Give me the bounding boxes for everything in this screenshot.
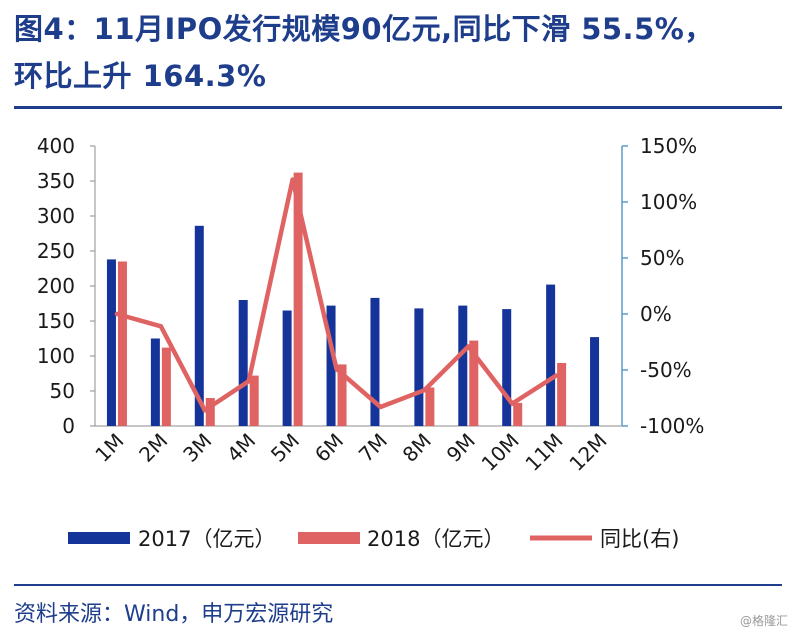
bar-2018 xyxy=(249,375,259,426)
bar-2018 xyxy=(469,340,479,426)
y-left-tick-label: 250 xyxy=(37,239,75,263)
x-tick-label: 12M xyxy=(564,429,611,476)
title-line-1: 图4：11月IPO发行规模90亿元,同比下滑 55.5%， xyxy=(14,12,714,46)
footer-divider xyxy=(14,584,782,586)
x-tick-label: 5M xyxy=(266,429,304,467)
line-yoy xyxy=(114,177,559,413)
y-right-tick-label: 0% xyxy=(640,302,672,326)
legend-swatch-2018 xyxy=(298,532,360,544)
y-left-tick-label: 50 xyxy=(50,379,75,403)
y-right-tick-label: -100% xyxy=(640,414,704,438)
y-left-tick-label: 350 xyxy=(37,169,75,193)
bar-2017 xyxy=(502,309,512,426)
x-tick-label: 3M xyxy=(178,429,216,467)
y-left-tick-label: 300 xyxy=(37,204,75,228)
y-right-tick-label: -50% xyxy=(640,358,692,382)
point-yoy xyxy=(553,373,559,378)
x-tick-label: 11M xyxy=(520,429,567,476)
y-left-tick-label: 100 xyxy=(37,344,75,368)
point-yoy xyxy=(422,387,427,393)
point-yoy xyxy=(290,177,295,182)
point-yoy xyxy=(334,366,339,372)
source-note: 资料来源：Wind，申万宏源研究 xyxy=(14,602,334,627)
x-tick-label: 9M xyxy=(442,429,480,467)
bar-2017 xyxy=(590,337,600,426)
x-tick-label: 7M xyxy=(354,429,392,467)
x-tick-label: 8M xyxy=(398,429,436,467)
bar-2017 xyxy=(150,338,160,426)
y-right-tick-label: 50% xyxy=(640,246,684,270)
x-tick-label: 2M xyxy=(134,429,172,467)
bar-2017 xyxy=(326,305,336,426)
y-left-tick-label: 400 xyxy=(37,134,75,158)
x-tick-label: 10M xyxy=(477,429,524,476)
title-line-2: 环比上升 164.3% xyxy=(14,59,267,93)
point-yoy xyxy=(510,401,515,406)
x-tick-label: 1M xyxy=(90,429,128,467)
y-right-tick-label: 150% xyxy=(640,134,697,158)
y-right-tick-label: 100% xyxy=(640,190,697,214)
y-left-tick-label: 150 xyxy=(37,309,75,333)
bar-2018 xyxy=(205,398,215,426)
bar-2018 xyxy=(161,347,171,426)
y-left-tick-label: 0 xyxy=(62,414,75,438)
point-yoy xyxy=(158,324,164,329)
legend-label-2018: 2018（亿元） xyxy=(367,527,504,551)
bar-2018 xyxy=(425,387,435,426)
bar-2017 xyxy=(282,310,292,426)
bar-2017 xyxy=(414,308,424,426)
x-tick-label: 6M xyxy=(310,429,348,467)
bar-2017 xyxy=(370,297,380,426)
x-tick-label: 4M xyxy=(222,429,260,467)
legend-label-yoy: 同比(右) xyxy=(600,527,679,551)
bar-2017 xyxy=(458,305,468,426)
point-yoy xyxy=(466,344,471,349)
title-divider xyxy=(14,106,782,109)
bar-2017 xyxy=(546,284,556,426)
bar-2018 xyxy=(117,261,127,426)
bar-2018 xyxy=(513,402,523,426)
point-yoy xyxy=(202,408,207,413)
point-yoy xyxy=(378,404,383,410)
chart-title: 图4：11月IPO发行规模90亿元,同比下滑 55.5%， 环比上升 164.3… xyxy=(14,6,794,100)
bar-2018 xyxy=(557,363,567,426)
bar-2017 xyxy=(238,300,248,426)
chart-area: 0 50 100 150 200 250 300 350 400 -100% -50% 0% 50% 10… xyxy=(37,134,705,551)
bar-2018 xyxy=(337,364,347,426)
watermark: @格隆汇 xyxy=(739,614,788,628)
point-yoy xyxy=(114,311,120,317)
y-left-tick-label: 200 xyxy=(37,274,75,298)
legend-label-2017: 2017（亿元） xyxy=(138,527,275,551)
point-yoy xyxy=(246,379,251,384)
bar-2017 xyxy=(194,225,204,426)
bar-2018 xyxy=(293,172,303,426)
legend-swatch-2017 xyxy=(68,532,130,544)
bar-2017 xyxy=(106,259,116,426)
